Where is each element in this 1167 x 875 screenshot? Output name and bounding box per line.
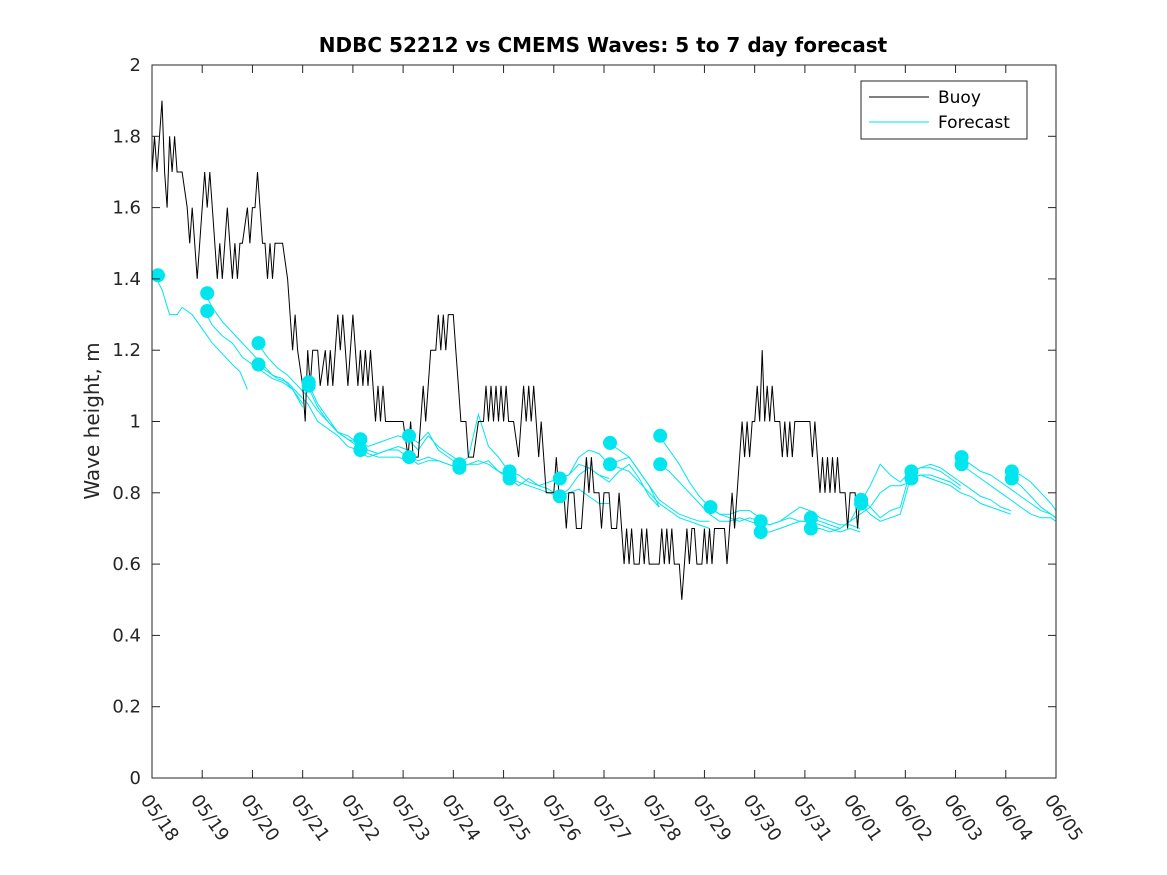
- forecast-marker-20: [653, 457, 668, 472]
- legend: Buoy Forecast: [860, 80, 1028, 140]
- forecast-marker-0: [152, 268, 165, 283]
- forecast-marker-12: [452, 460, 467, 475]
- forecast-marker-3: [251, 336, 266, 351]
- y-tick-label-4: 0.8: [112, 483, 141, 504]
- forecast-run-line-17: [608, 463, 710, 529]
- forecast-marker-18: [603, 457, 617, 472]
- legend-buoy-label: Buoy: [938, 88, 981, 108]
- forecast-run-line-19: [658, 463, 760, 526]
- forecast-marker-1: [200, 286, 215, 301]
- forecast-marker-4: [251, 357, 266, 372]
- legend-forecast-label: Forecast: [938, 113, 1010, 133]
- forecast-marker-10: [402, 450, 417, 465]
- series-layer: [152, 100, 1056, 600]
- forecast-marker-31: [954, 457, 969, 472]
- buoy-series-line: [152, 100, 861, 600]
- forecast-run-line-27: [910, 463, 1011, 512]
- y-tick-label-10: 2: [130, 55, 141, 76]
- forecast-marker-14: [502, 471, 517, 486]
- forecast-run-line-4: [257, 364, 359, 451]
- y-tick-label-6: 1.2: [112, 340, 141, 361]
- forecast-run-line-32: [1010, 478, 1056, 519]
- forecast-marker-17: [603, 435, 617, 450]
- forecast-marker-6: [301, 378, 316, 393]
- legend-box: [860, 80, 1028, 140]
- forecast-marker-2: [200, 304, 215, 318]
- forecast-marker-21: [703, 500, 718, 515]
- forecast-run-line-30: [960, 463, 1056, 522]
- forecast-marker-15: [552, 471, 567, 486]
- forecast-run-line-29: [960, 456, 1056, 519]
- forecast-marker-25: [803, 521, 818, 536]
- y-tick-label-7: 1.4: [112, 269, 141, 290]
- forecast-run-line-1: [204, 292, 304, 404]
- y-tick-label-2: 0.4: [112, 625, 141, 646]
- y-tick-label-8: 1.6: [112, 198, 141, 219]
- forecast-marker-19: [653, 428, 668, 443]
- forecast-marker-23: [753, 525, 768, 539]
- forecast-marker-29: [904, 471, 919, 486]
- y-tick-label-9: 1.8: [112, 126, 141, 147]
- forecast-run-line-31: [1010, 470, 1056, 511]
- forecast-marker-16: [552, 489, 567, 504]
- forecast-run-line-21: [759, 506, 861, 529]
- chart-title: NDBC 52212 vs CMEMS Waves: 5 to 7 day fo…: [319, 33, 888, 57]
- forecast-run-line-28: [910, 474, 1011, 515]
- forecast-marker-9: [402, 428, 417, 443]
- y-tick-label-5: 1: [130, 412, 141, 433]
- forecast-run-line-15: [558, 463, 660, 508]
- forecast-run-line-0: [154, 275, 248, 390]
- y-tick-label-1: 0.2: [112, 697, 141, 718]
- forecast-run-line-24: [809, 481, 911, 533]
- forecast-marker-8: [353, 443, 368, 457]
- y-axis-label: Wave height, m: [80, 342, 104, 499]
- forecast-marker-27: [854, 496, 869, 511]
- forecast-run-line-16: [608, 442, 710, 522]
- forecast-marker-33: [1004, 471, 1019, 486]
- y-tick-label-3: 0.6: [112, 554, 141, 575]
- y-tick-label-0: 0: [130, 768, 141, 789]
